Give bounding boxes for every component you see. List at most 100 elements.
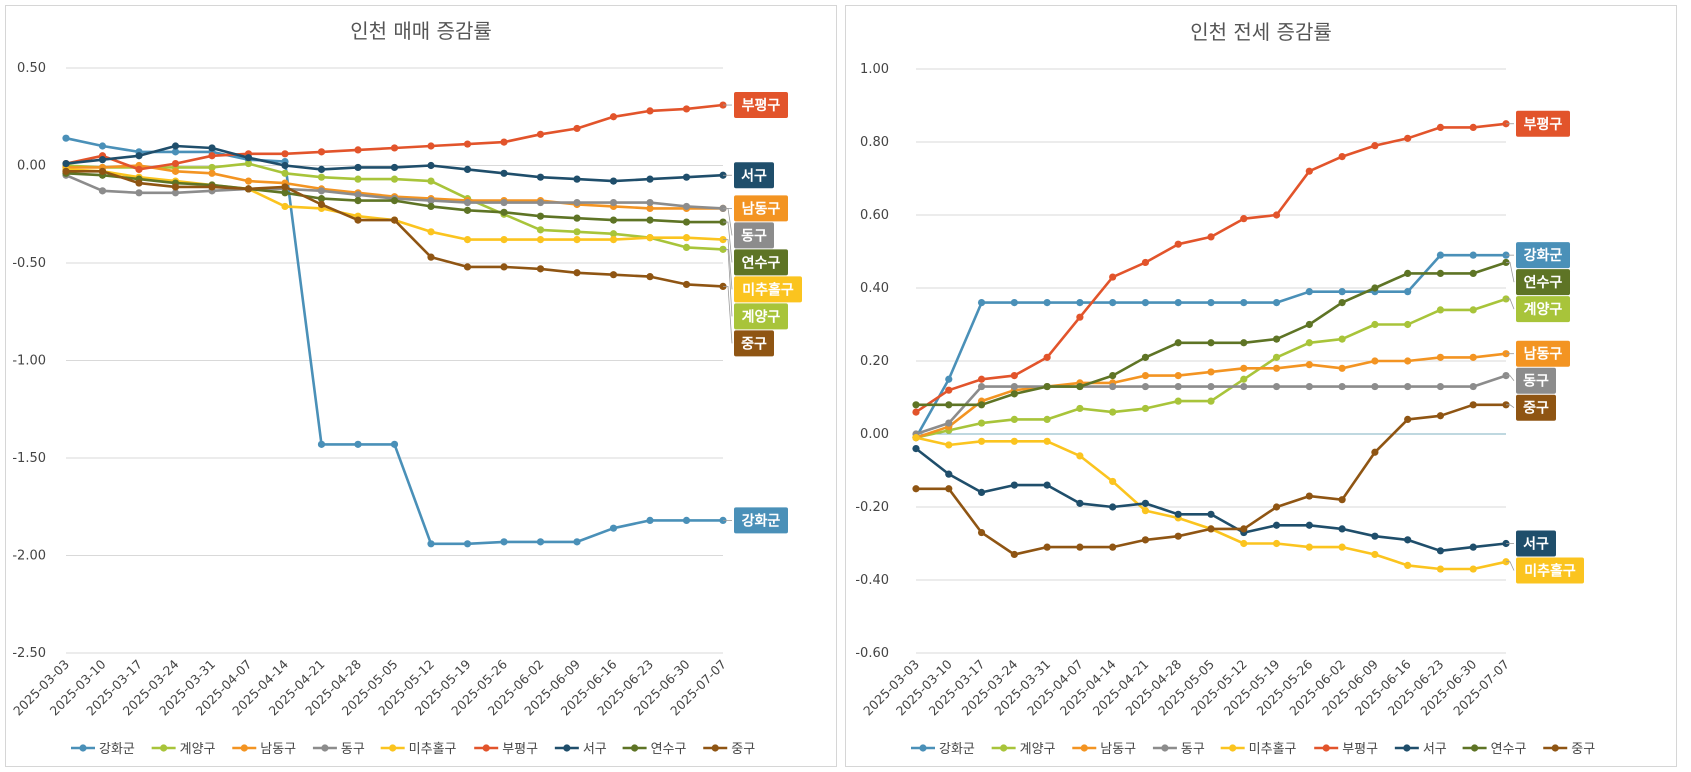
data-point [1207, 368, 1215, 376]
data-point [1141, 536, 1150, 544]
data-point [1436, 269, 1445, 277]
data-point [945, 485, 953, 493]
data-point [646, 516, 654, 524]
data-point [977, 382, 986, 391]
data-point [1338, 299, 1346, 307]
data-point [1305, 339, 1313, 347]
y-tick-label: -2.50 [12, 646, 46, 661]
data-point [977, 299, 986, 307]
data-point [536, 173, 545, 181]
data-point [1371, 357, 1379, 365]
end-label-text: 미추홀구 [742, 281, 794, 298]
chart-svg: 인천 전세 증감률 1.00 0.80 0.60 0.40 0.20 0.00 -0.20 -0… [855, 20, 1595, 757]
data-point [1043, 481, 1051, 489]
end-label-connector [1506, 561, 1515, 571]
data-point [1240, 339, 1248, 347]
legend-label: 연수구 [1491, 742, 1527, 757]
data-point [500, 169, 508, 177]
data-point [1338, 525, 1346, 533]
data-point [573, 269, 581, 277]
end-label-box [1516, 296, 1570, 323]
legend-swatch-dot [482, 744, 490, 752]
data-point [171, 148, 180, 156]
data-point [427, 177, 435, 185]
data-point [1043, 382, 1051, 391]
data-point [646, 175, 654, 183]
data-point [1469, 251, 1477, 259]
data-point [390, 163, 399, 172]
legend-label: 동구 [341, 742, 365, 757]
data-point [1469, 123, 1477, 131]
data-point [171, 189, 180, 197]
chart-title: 인천 전세 증감률 [1190, 20, 1332, 44]
legend-swatch-dot [389, 744, 397, 752]
legend-label: 서구 [583, 742, 607, 757]
data-point [1076, 404, 1084, 413]
data-point [354, 440, 362, 448]
data-point [1272, 539, 1281, 548]
data-point [977, 488, 986, 496]
end-label-text: 중구 [1523, 401, 1549, 417]
legend-swatch-dot [1471, 744, 1479, 752]
y-tick-label: 0.50 [17, 61, 46, 76]
data-point [354, 197, 362, 205]
legend-label: 강화군 [939, 742, 975, 757]
end-label-text: 강화군 [1524, 247, 1563, 264]
end-label-text: 서구 [741, 168, 767, 184]
data-point [1141, 258, 1150, 267]
data-point [1010, 372, 1018, 380]
data-point [98, 142, 107, 150]
end-label-connector [1506, 262, 1515, 283]
legend-swatch-dot [1322, 744, 1330, 752]
end-label-box [1516, 110, 1570, 137]
data-point [427, 142, 435, 150]
data-point [1436, 123, 1445, 131]
data-point [1043, 353, 1051, 361]
data-point [390, 144, 399, 152]
data-point [244, 185, 253, 193]
data-point [1109, 503, 1117, 511]
data-point [1272, 382, 1281, 391]
data-point [1174, 299, 1182, 307]
legend-swatch-dot [1080, 744, 1088, 752]
end-label-box [734, 162, 774, 189]
data-point [945, 375, 953, 383]
data-point [646, 216, 654, 224]
data-point [1240, 215, 1248, 223]
end-label-connector [1506, 298, 1515, 310]
legend-label: 중구 [1571, 742, 1595, 757]
end-label-text: 연수구 [742, 255, 781, 271]
data-point [609, 230, 618, 238]
data-point [1240, 539, 1248, 548]
data-point [171, 159, 180, 168]
data-point [536, 236, 545, 244]
data-point [244, 159, 253, 168]
data-point [500, 208, 508, 216]
legend-swatch-dot [1403, 744, 1411, 752]
data-point [1174, 510, 1182, 518]
data-point [1010, 437, 1018, 445]
data-point [281, 202, 289, 211]
data-point [646, 198, 654, 207]
y-tick-label: 0.00 [17, 159, 46, 174]
legend-swatch-dot [1161, 744, 1169, 752]
data-point [536, 265, 545, 273]
end-label-box [734, 222, 774, 249]
chart-title: 인천 매매 증감률 [350, 19, 492, 43]
data-point [1010, 390, 1018, 398]
end-label-box [1516, 242, 1570, 269]
data-point [1207, 339, 1215, 347]
y-tick-label: 0.40 [860, 281, 889, 296]
series-line-남동구 [915, 352, 1507, 439]
data-point [1305, 382, 1313, 391]
data-point [1010, 382, 1018, 391]
end-label-box [1516, 367, 1556, 394]
data-point [536, 226, 545, 234]
y-tick-label: 1.00 [860, 62, 889, 77]
data-point [244, 177, 253, 185]
end-label-text: 남동구 [742, 200, 781, 217]
data-point [1338, 382, 1346, 391]
data-point [62, 159, 70, 168]
legend-label: 부평구 [502, 742, 538, 757]
data-point [1469, 306, 1477, 314]
